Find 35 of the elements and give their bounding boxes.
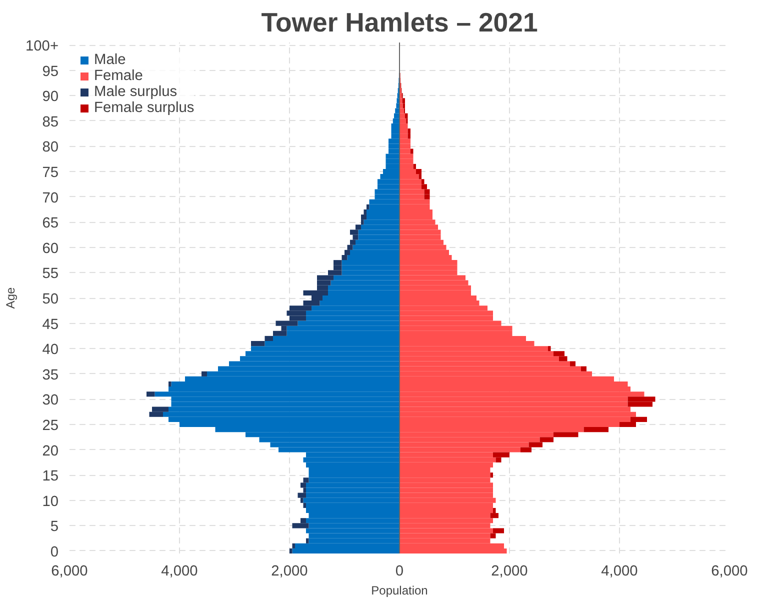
y-tick-label: 30 [42, 392, 59, 409]
x-tick-label: 4,000 [601, 564, 638, 580]
x-tick-label: 4,000 [161, 564, 198, 580]
y-tick-label: 70 [42, 190, 59, 206]
y-tick-label: 45 [42, 316, 59, 333]
y-tick-label: 10 [42, 494, 59, 510]
y-tick-label: 25 [42, 418, 59, 434]
x-tick-label: 0 [395, 564, 404, 580]
y-tick-label: 40 [42, 342, 59, 358]
y-tick-label: 65 [42, 216, 59, 232]
legend-label: Male [94, 52, 126, 68]
legend-label: Male surplus [94, 84, 178, 100]
y-tick-label: 100+ [25, 38, 59, 55]
y-tick-label: 15 [42, 468, 59, 485]
x-tick-label: 6,000 [51, 564, 88, 580]
y-axis-title: Age [3, 287, 18, 309]
y-tick-label: 95 [42, 64, 59, 80]
y-tick-label: 0 [50, 544, 59, 560]
y-tick-label: 55 [42, 266, 59, 282]
y-tick-label: 35 [42, 367, 59, 384]
y-tick-label: 60 [42, 240, 59, 257]
y-tick-label: 80 [42, 140, 59, 156]
x-tick-label: 6,000 [711, 564, 748, 580]
y-tick-label: 20 [42, 443, 59, 460]
y-tick-label: 5 [50, 519, 59, 536]
x-tick-label: 2,000 [271, 564, 308, 580]
chart-title: Tower Hamlets – 2021 [261, 8, 538, 38]
y-tick-label: 75 [42, 165, 59, 182]
x-tick-label: 2,000 [491, 564, 528, 580]
x-axis-title: Population [371, 584, 428, 598]
y-tick-label: 90 [42, 89, 59, 106]
legend-label: Female surplus [94, 100, 194, 116]
y-tick-label: 85 [42, 114, 59, 130]
legend-label: Female [94, 68, 143, 84]
y-tick-label: 50 [42, 292, 59, 308]
